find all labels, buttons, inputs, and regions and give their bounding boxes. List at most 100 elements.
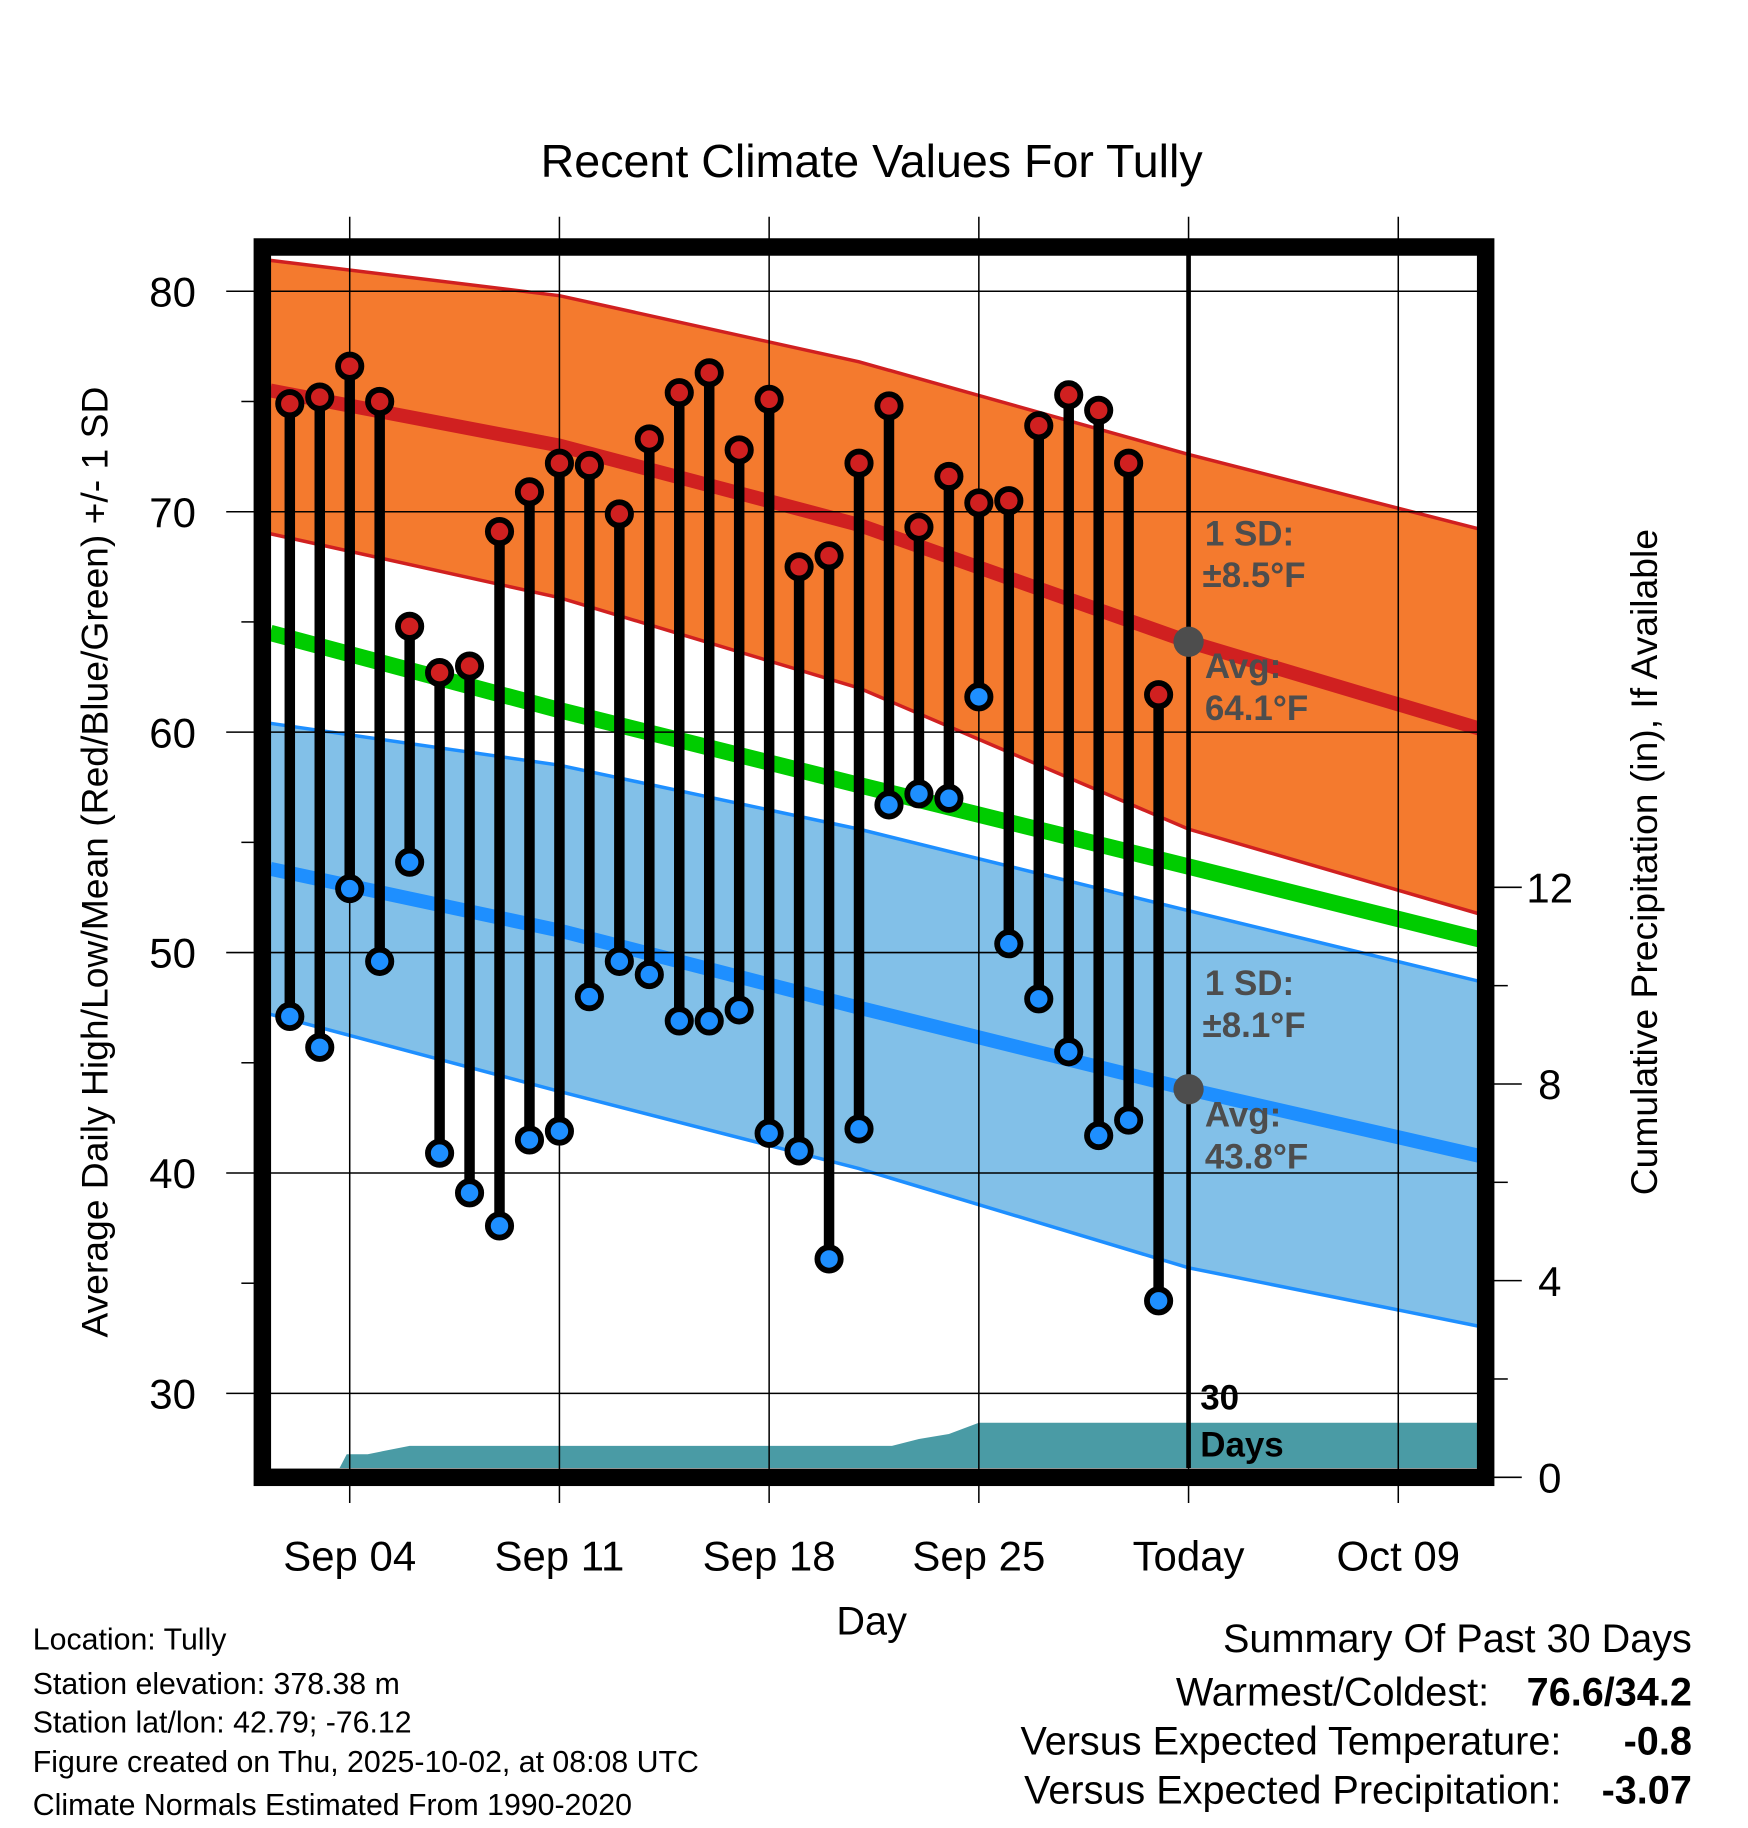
daily-high-point — [994, 486, 1024, 516]
daily-high-point — [544, 448, 574, 478]
y-tick-label: 50 — [149, 930, 196, 977]
y-axis-label: Average Daily High/Low/Mean (Red/Blue/Gr… — [73, 387, 115, 1338]
daily-low-point — [634, 960, 664, 990]
today-high-avg-marker — [1173, 626, 1204, 657]
daily-low-point — [814, 1244, 844, 1274]
daily-high-point — [844, 448, 874, 478]
daily-high-point — [395, 611, 425, 641]
daily-high-point — [484, 516, 515, 547]
y2-axis-label: Cumulative Precipitation (in), If Availa… — [1623, 529, 1665, 1195]
daily-high-point — [1144, 680, 1174, 710]
daily-high-point — [305, 382, 335, 412]
daily-low-point — [335, 874, 365, 904]
daily-low-point — [994, 929, 1024, 959]
chart-title: Recent Climate Values For Tully — [541, 135, 1204, 187]
y2-tick-label: 0 — [1538, 1454, 1561, 1501]
daily-low-point — [784, 1136, 814, 1166]
daily-high-point — [1024, 411, 1054, 441]
today-low-avg-marker — [1173, 1074, 1204, 1105]
precip-label: Versus Expected Precipitation: — [1024, 1769, 1561, 1813]
daily-low-point — [514, 1125, 545, 1155]
daily-low-point — [275, 1001, 305, 1032]
high-sd-band — [270, 260, 1478, 914]
warm-cold-label: Warmest/Coldest: — [1176, 1671, 1489, 1715]
daily-low-point — [365, 946, 395, 976]
high-avg-label: Avg: — [1205, 647, 1281, 686]
daily-high-point — [934, 461, 964, 491]
low-sd-band — [270, 723, 1478, 1326]
y-tick-label: 80 — [149, 268, 196, 315]
daily-high-point — [425, 658, 455, 688]
warm-cold-value: 76.6/34.2 — [1527, 1671, 1692, 1715]
footer-location: Location: Tully — [33, 1624, 227, 1657]
footer: Location: Tully Station elevation: 378.3… — [33, 1624, 699, 1822]
daily-high-point — [514, 477, 545, 507]
daily-high-point — [604, 499, 634, 529]
daily-low-point — [904, 779, 934, 809]
temp-value: -0.8 — [1624, 1720, 1692, 1764]
daily-low-point — [1054, 1037, 1084, 1067]
footer-normals: Climate Normals Estimated From 1990-2020 — [33, 1789, 632, 1822]
precip-value: -3.07 — [1602, 1769, 1692, 1813]
daily-low-point — [664, 1006, 694, 1036]
high-avg-value: 64.1°F — [1205, 689, 1308, 728]
daily-high-point — [275, 389, 305, 419]
daily-high-point — [754, 384, 784, 414]
temp-label: Versus Expected Temperature: — [1020, 1720, 1561, 1764]
precip-area — [339, 1422, 1478, 1468]
daily-high-point — [664, 378, 694, 408]
daily-high-point — [335, 351, 365, 381]
high-upper-line — [270, 258, 1478, 531]
summary-title: Summary Of Past 30 Days — [1223, 1617, 1692, 1661]
daily-high-point — [634, 424, 664, 454]
y-tick-label: 70 — [149, 489, 196, 536]
daily-high-point — [454, 651, 485, 681]
daily-low-point — [574, 982, 604, 1012]
daily-low-point — [1114, 1105, 1144, 1135]
daily-low-point — [395, 847, 425, 877]
daily-low-point — [874, 790, 904, 820]
footer-created: Figure created on Thu, 2025-10-02, at 08… — [33, 1746, 699, 1779]
x-axis-label: Day — [836, 1600, 907, 1644]
annotations: 1 SD: ±8.5°F Avg: 64.1°F 1 SD: ±8.1°F Av… — [1200, 514, 1308, 1464]
high-sd-value: ±8.5°F — [1203, 556, 1306, 595]
footer-latlon: Station lat/lon: 42.79; -76.12 — [33, 1706, 412, 1739]
daily-high-point — [1114, 448, 1144, 478]
y2-tick-label: 12 — [1526, 864, 1573, 911]
daily-high-point — [784, 552, 814, 582]
daily-high-point — [814, 541, 844, 571]
daily-high-point — [1054, 380, 1084, 410]
daily-high-point — [574, 450, 604, 480]
y-tick-label: 60 — [149, 709, 196, 756]
daily-high-point — [1084, 395, 1114, 425]
daily-high-point — [964, 488, 994, 518]
daily-high-point — [694, 358, 724, 388]
daily-high-point — [365, 386, 395, 417]
x-tick-label: Sep 18 — [703, 1533, 836, 1580]
low-lower-line — [270, 1012, 1478, 1328]
daily-low-point — [1024, 984, 1054, 1014]
daily-low-point — [1144, 1286, 1174, 1316]
footer-elevation: Station elevation: 378.38 m — [33, 1668, 400, 1701]
y-tick-label: 30 — [149, 1371, 196, 1418]
daily-low-point — [454, 1178, 485, 1208]
daily-low-point — [844, 1114, 874, 1144]
daily-low-point — [724, 995, 754, 1025]
daily-high-point — [904, 512, 934, 542]
summary: Summary Of Past 30 Days Warmest/Coldest:… — [1020, 1617, 1691, 1812]
daily-low-point — [484, 1211, 515, 1241]
low-sd-value: ±8.1°F — [1203, 1006, 1306, 1045]
y2-tick-label: 4 — [1538, 1258, 1561, 1305]
low-avg-label: Avg: — [1205, 1096, 1281, 1135]
low-avg-value: 43.8°F — [1205, 1138, 1308, 1177]
daily-high-point — [724, 435, 754, 465]
daily-low-point — [1084, 1120, 1114, 1151]
daily-low-point — [754, 1118, 784, 1148]
days-label: Days — [1200, 1425, 1284, 1464]
daily-low-point — [305, 1032, 335, 1062]
daily-low-point — [964, 682, 994, 712]
daily-low-point — [604, 946, 634, 976]
low-sd-label: 1 SD: — [1205, 964, 1294, 1003]
daily-low-point — [425, 1138, 455, 1168]
